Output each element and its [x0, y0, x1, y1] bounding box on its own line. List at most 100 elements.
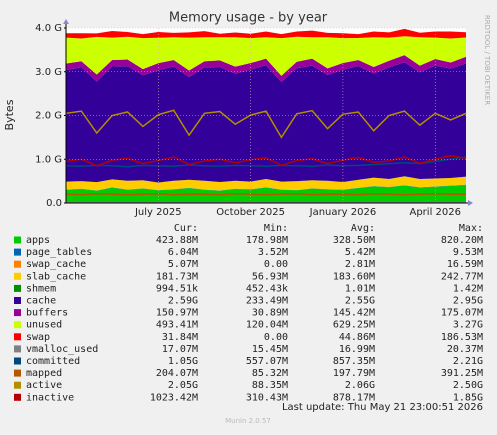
legend-swatch — [14, 321, 21, 329]
area — [66, 176, 466, 191]
x-tick-label: July 2025 — [134, 207, 182, 218]
legend-stat: 1.85G — [453, 392, 483, 403]
legend-column-header: Min: — [264, 223, 288, 234]
area — [66, 55, 466, 82]
legend-swatch — [14, 297, 21, 304]
legend-column-header: Max: — [459, 223, 483, 234]
line — [65, 193, 466, 196]
legend-stat: 16.59M — [447, 259, 483, 270]
legend-stat: 629.25M — [333, 320, 375, 331]
legend-stat: 310.43M — [246, 392, 288, 403]
legend-stat: 178.98M — [246, 235, 288, 246]
legend-stat: 2.81M — [345, 259, 375, 270]
legend-stat: 31.84M — [162, 332, 198, 343]
legend-stat: 30.89M — [252, 308, 288, 319]
legend-stat: 16.99M — [339, 344, 375, 355]
axis-arrow — [63, 19, 69, 24]
legend-label: mapped — [26, 368, 62, 379]
x-tick-label: January 2026 — [309, 207, 377, 218]
y-tick-label: 4.0 G — [35, 23, 62, 34]
legend-swatch — [14, 333, 21, 341]
legend-stat: 5.07M — [168, 259, 198, 270]
legend-stat: 233.49M — [246, 296, 288, 307]
legend-label: cache — [26, 296, 56, 307]
legend-column-header: Avg: — [351, 223, 375, 234]
legend-stat: 85.32M — [252, 368, 288, 379]
legend-stat: 857.35M — [333, 356, 375, 367]
legend-stat: 2.95G — [453, 296, 483, 307]
legend-label: active — [26, 380, 62, 391]
legend-stat: 0.00 — [264, 332, 288, 343]
legend-stat: 878.17M — [333, 392, 375, 403]
legend-swatch — [14, 369, 21, 377]
x-tick-label: April 2026 — [409, 207, 460, 218]
legend-stat: 20.37M — [447, 344, 483, 355]
legend-stat: 452.43k — [246, 283, 288, 294]
legend-swatch — [14, 272, 21, 280]
area — [66, 36, 466, 76]
legend-stat: 6.04M — [168, 247, 198, 258]
y-tick-label: 0.0 — [46, 198, 62, 209]
legend-stat: 186.53M — [441, 332, 483, 343]
legend-label: slab_cache — [26, 271, 86, 282]
legend-stat: 145.42M — [333, 308, 375, 319]
legend-stat: 181.73M — [156, 271, 198, 282]
y-tick-label: 2.0 G — [35, 111, 62, 122]
legend-stat: 2.59G — [168, 296, 198, 307]
legend-stat: 183.60M — [333, 271, 375, 282]
legend-stat: 391.25M — [441, 368, 483, 379]
legend-stat: 1.01M — [345, 283, 375, 294]
line — [65, 156, 467, 168]
legend-stat: 204.07M — [156, 368, 198, 379]
legend-stat: 88.35M — [252, 380, 288, 391]
legend-stat: 56.93M — [252, 271, 288, 282]
legend-label: vmalloc_used — [26, 344, 98, 355]
legend-stat: 15.45M — [252, 344, 288, 355]
y-tick-label: 3.0 G — [35, 67, 62, 78]
legend-swatch — [14, 260, 21, 268]
legend-stat: 0.00 — [264, 259, 288, 270]
line — [65, 154, 467, 167]
legend-label: unused — [26, 320, 62, 331]
legend-stat: 9.53M — [453, 247, 483, 258]
area — [66, 28, 466, 39]
legend-stat: 2.05G — [168, 380, 198, 391]
legend-stat: 493.41M — [156, 320, 198, 331]
legend-stat: 557.07M — [246, 356, 288, 367]
area — [66, 62, 466, 183]
legend-stat: 2.50G — [453, 380, 483, 391]
legend-stat: 17.07M — [162, 344, 198, 355]
x-tick-label: October 2025 — [216, 207, 285, 218]
legend-swatch — [14, 248, 21, 256]
line — [65, 109, 467, 139]
chart-title: Memory usage - by year — [169, 11, 328, 26]
legend-stat: 2.21G — [453, 356, 483, 367]
legend-swatch — [14, 236, 21, 244]
legend-label: shmem — [26, 283, 56, 294]
legend-label: committed — [26, 356, 80, 367]
legend-label: buffers — [26, 308, 68, 319]
legend-label: swap — [26, 332, 50, 343]
plot — [65, 27, 467, 204]
footer: Munin 2.0.57 — [225, 417, 271, 425]
legend-stat: 1.42M — [453, 283, 483, 294]
legend-stat: 994.51k — [156, 283, 198, 294]
legend-stat: 120.04M — [246, 320, 288, 331]
legend-label: inactive — [26, 392, 74, 403]
legend-stat: 1023.42M — [150, 392, 198, 403]
legend-stat: 3.27G — [453, 320, 483, 331]
legend-swatch — [14, 284, 21, 292]
y-axis-label: Bytes — [3, 99, 16, 130]
legend-stat: 150.97M — [156, 308, 198, 319]
legend-label: swap_cache — [26, 259, 86, 270]
y-tick-label: 1.0 G — [35, 154, 62, 165]
legend-stat: 44.86M — [339, 332, 375, 343]
legend-stat: 820.20M — [441, 235, 483, 246]
legend-stat: 2.55G — [345, 296, 375, 307]
legend-stat: 328.50M — [333, 235, 375, 246]
legend-label: apps — [26, 235, 50, 246]
legend-stat: 197.79M — [333, 368, 375, 379]
legend-swatch — [14, 309, 21, 317]
